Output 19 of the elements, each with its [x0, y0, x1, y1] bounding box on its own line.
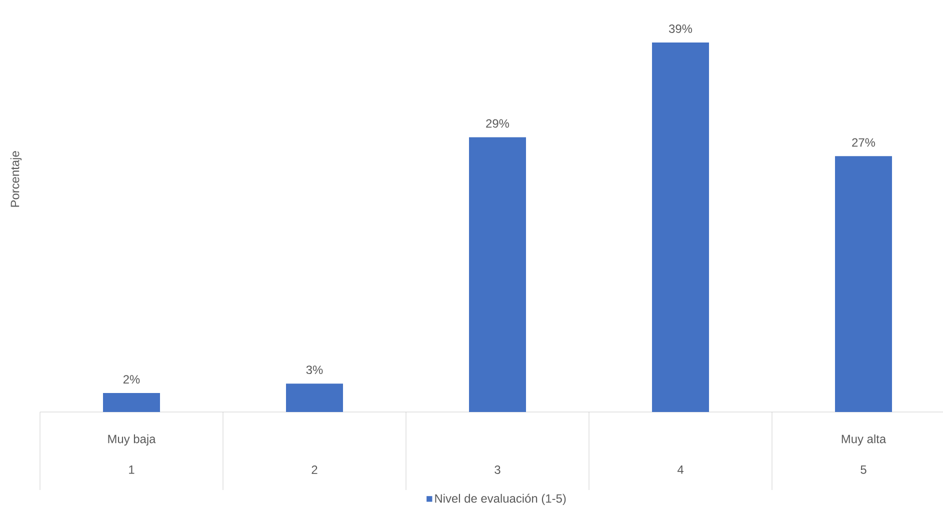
- data-label: 39%: [668, 24, 692, 33]
- x-tick-label: 2: [312, 466, 318, 474]
- x-tick-label: 3: [494, 466, 500, 474]
- x-tick-label: 4: [677, 466, 684, 474]
- bar: [469, 137, 526, 412]
- x-tick-label: 1: [129, 466, 134, 474]
- bar: [103, 393, 160, 412]
- x-tick-label: 5: [860, 466, 866, 474]
- bar: [835, 156, 892, 412]
- bar: [286, 384, 344, 412]
- data-label: 29%: [486, 119, 510, 128]
- data-label: 2%: [123, 375, 140, 384]
- legend-label: Nivel de evaluación (1-5): [435, 494, 566, 506]
- bar: [652, 42, 710, 412]
- text: Muy baja: [108, 434, 156, 446]
- data-label: 27%: [852, 138, 876, 147]
- data-label: 3%: [306, 366, 323, 374]
- text: Muy alta: [842, 434, 886, 446]
- y-axis-title: Porcentaje: [10, 151, 22, 207]
